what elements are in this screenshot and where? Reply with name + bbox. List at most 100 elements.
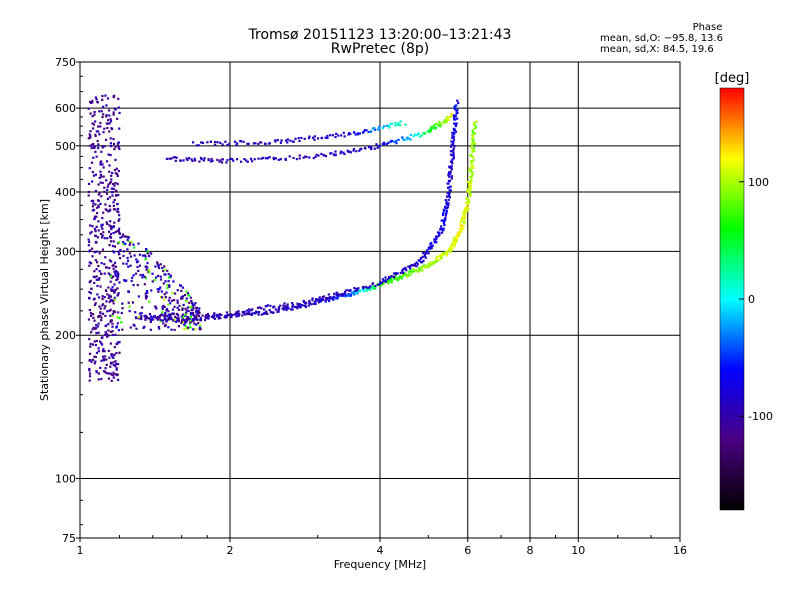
data-point-x	[277, 306, 281, 309]
data-point-x	[284, 139, 288, 142]
data-point-spread	[115, 351, 118, 355]
phase-stats-heading: Phase	[692, 22, 723, 33]
data-point-o	[390, 276, 393, 280]
data-point-spread	[87, 194, 90, 197]
data-point-spread	[166, 286, 169, 290]
data-point-x	[209, 140, 213, 143]
data-point-o	[387, 282, 390, 285]
data-point-o	[471, 148, 474, 152]
data-point-spread	[109, 342, 112, 345]
data-point-x	[450, 143, 453, 146]
data-point-spread	[113, 261, 117, 264]
data-point-x	[440, 225, 443, 228]
data-point-spread	[95, 155, 98, 158]
colorbar-label: [deg]	[715, 71, 750, 86]
data-point-x	[197, 144, 200, 147]
data-point-spread	[91, 115, 94, 118]
data-point-x	[363, 129, 366, 132]
data-point-spread	[154, 265, 157, 268]
data-point-x	[228, 142, 231, 145]
data-point-x	[284, 305, 287, 308]
data-point-spread	[91, 209, 94, 212]
data-point-spread	[102, 175, 105, 178]
data-point-x	[388, 276, 391, 279]
data-point-o	[447, 248, 451, 251]
data-point-spread	[95, 130, 98, 133]
data-point-o	[199, 156, 203, 160]
data-point-o	[226, 159, 229, 162]
data-point-spread	[91, 255, 94, 258]
data-point-x	[417, 259, 420, 262]
data-point-x	[184, 314, 187, 318]
x-tick-label: 16	[673, 544, 687, 557]
data-point-x	[246, 309, 249, 312]
data-point-spread	[124, 279, 127, 283]
data-point-spread	[101, 227, 104, 230]
data-point-spread	[97, 331, 100, 334]
data-point-spread	[100, 110, 103, 113]
data-point-spread	[162, 322, 165, 325]
data-point-spread	[88, 359, 91, 362]
data-point-x	[276, 138, 279, 142]
data-point-x	[408, 265, 411, 268]
data-point-spread	[115, 189, 118, 192]
colorbar-tick-label: 0	[748, 293, 755, 306]
data-point-o	[233, 313, 237, 316]
data-point-o	[347, 150, 350, 153]
data-point-spread	[116, 316, 119, 319]
data-point-spread	[116, 207, 120, 211]
data-point-spread	[114, 265, 117, 268]
data-point-spread	[111, 171, 114, 175]
data-point-o	[268, 155, 271, 159]
data-point-spread	[184, 313, 187, 316]
data-point-o	[232, 159, 235, 162]
data-point-x	[256, 306, 260, 310]
data-point-spread	[103, 263, 106, 266]
data-point-o	[223, 316, 226, 319]
data-point-o	[472, 166, 475, 169]
data-point-spread	[112, 137, 115, 141]
data-point-spread	[124, 242, 127, 245]
data-point-spread	[105, 324, 108, 327]
data-point-spread	[144, 292, 147, 295]
data-point-spread	[116, 287, 119, 290]
data-point-spread	[154, 306, 157, 309]
data-point-o	[403, 272, 407, 275]
data-point-spread	[144, 247, 148, 251]
data-point-o	[244, 159, 248, 162]
data-point-spread	[159, 278, 163, 281]
data-point-o	[440, 256, 443, 259]
data-point-spread	[94, 189, 97, 193]
data-point-x	[447, 202, 450, 205]
data-point-o	[427, 263, 431, 266]
data-point-spread	[91, 313, 95, 316]
data-point-x	[444, 218, 447, 221]
data-point-spread	[114, 288, 117, 291]
data-point-x	[445, 209, 448, 213]
data-point-spread	[176, 306, 179, 309]
data-point-x	[447, 182, 450, 185]
data-point-spread	[87, 190, 90, 194]
data-point-o	[326, 297, 329, 300]
data-point-x	[371, 127, 375, 130]
data-point-spread	[104, 355, 107, 358]
data-point-o	[358, 149, 361, 152]
data-point-x	[385, 124, 388, 128]
data-point-spread	[164, 280, 167, 283]
data-point-x	[409, 267, 412, 270]
data-point-spread	[192, 306, 195, 309]
data-point-spread	[97, 220, 100, 223]
data-point-x	[455, 104, 458, 107]
data-point-spread	[103, 272, 106, 275]
data-point-o	[174, 159, 177, 162]
data-point-spread	[112, 299, 115, 302]
data-point-x	[401, 271, 405, 275]
data-point-o	[229, 313, 233, 316]
data-point-spread	[156, 261, 159, 264]
data-point-spread	[100, 236, 104, 239]
data-point-spread	[105, 266, 108, 269]
data-point-o	[198, 160, 201, 163]
data-point-spread	[91, 225, 94, 228]
data-point-spread	[97, 229, 100, 232]
data-point-o	[469, 154, 473, 157]
